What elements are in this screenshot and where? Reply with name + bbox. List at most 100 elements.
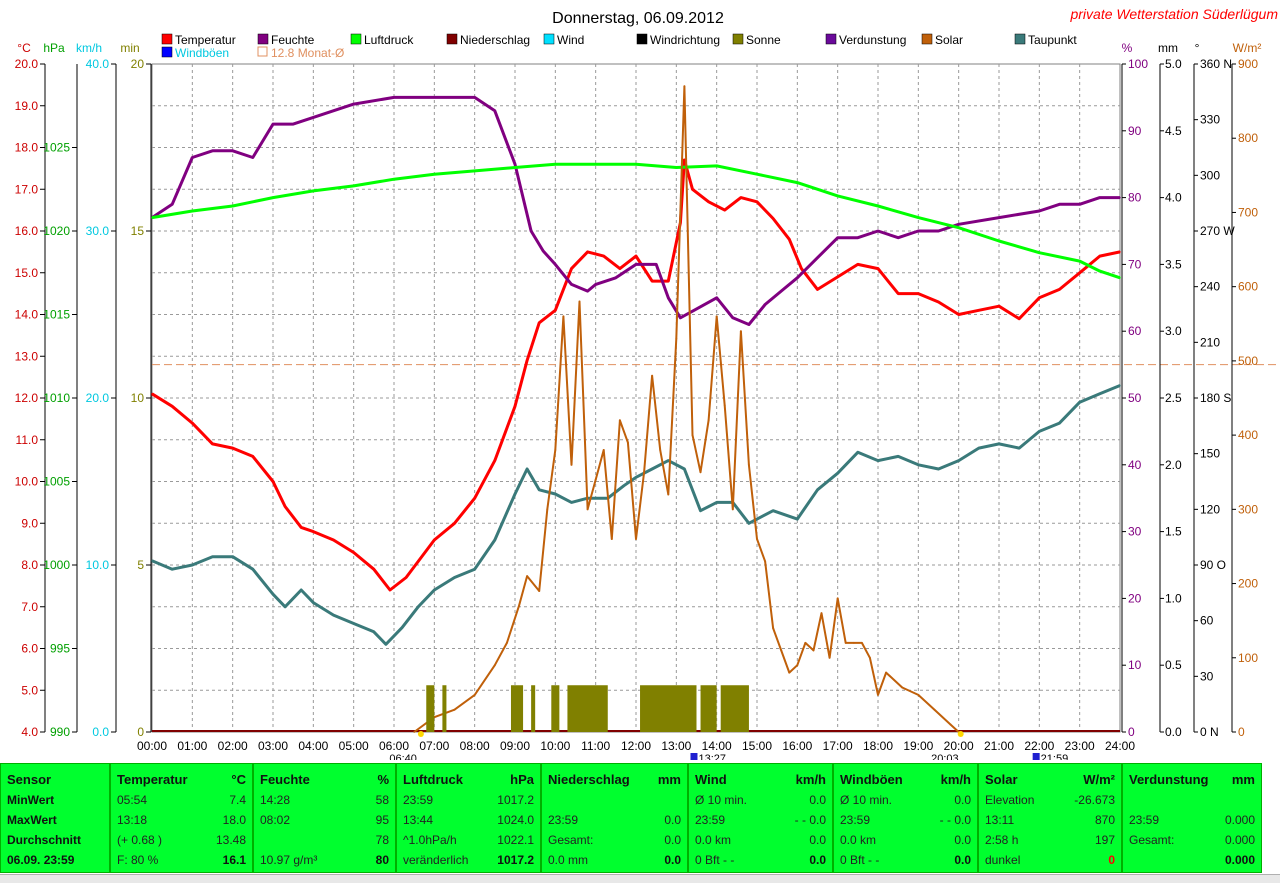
sunset-label: 20:03 xyxy=(931,753,959,760)
summary-value: mm xyxy=(1231,772,1255,787)
summary-panel-feuchte: Feuchte% 14:28 58 08:02 95 78 10.97 g/m³ 80 xyxy=(253,763,396,873)
data-point-feuchte xyxy=(1038,209,1041,212)
rain-tick-label: 2.5 xyxy=(1165,391,1182,405)
data-point-luftdruck xyxy=(1119,276,1121,279)
summary-label: Luftdruck xyxy=(403,772,463,787)
summary-value: km/h xyxy=(795,772,826,787)
summary-row: 13:11 870 xyxy=(985,810,1115,830)
summary-panel-sensor: Sensor MinWert MaxWert Durchschnitt 06.09. 2… xyxy=(0,763,110,873)
temp-tick-label: 17.0 xyxy=(15,182,39,196)
data-point-feuchte xyxy=(856,236,859,239)
wind-tick-label: 20.0 xyxy=(86,391,110,405)
x-tick-label: 01:00 xyxy=(177,739,207,753)
data-point-solar xyxy=(731,508,734,511)
data-point-solar xyxy=(852,641,855,644)
data-point-solar xyxy=(804,641,807,644)
data-point-taupunkt xyxy=(1018,447,1021,450)
summary-header: Niederschlag mm xyxy=(548,770,681,790)
legend-label-solar: Solar xyxy=(935,33,963,47)
data-point-solar xyxy=(820,612,823,615)
legend-swatch-solar xyxy=(921,33,933,45)
data-point-solar xyxy=(562,315,565,318)
direction-tick-label: 270 W xyxy=(1200,224,1235,238)
data-point-temperatur xyxy=(691,188,694,191)
status-strip xyxy=(0,874,1280,883)
rain-tick-label: 0.5 xyxy=(1165,658,1182,672)
data-point-temperatur xyxy=(526,359,529,362)
data-point-temperatur xyxy=(1098,255,1101,258)
pressure-tick-label: 1020 xyxy=(43,224,70,238)
data-point-temperatur xyxy=(211,442,214,445)
legend-label-humidity: Feuchte xyxy=(271,33,315,47)
data-point-taupunkt xyxy=(453,576,456,579)
data-point-solar xyxy=(699,471,702,474)
data-point-solar xyxy=(877,693,879,696)
humidity-tick-label: 10 xyxy=(1128,658,1142,672)
direction-tick-label: 180 S xyxy=(1200,391,1231,405)
rain-unit: mm xyxy=(1158,41,1178,55)
sun-bar xyxy=(510,685,524,732)
summary-header: Verdunstung mm xyxy=(1129,770,1255,790)
summary-label: veränderlich xyxy=(403,853,469,867)
solar-tick-label: 900 xyxy=(1238,57,1258,71)
data-point-feuchte xyxy=(715,296,718,299)
data-point-taupunkt xyxy=(284,605,287,608)
data-point-feuchte xyxy=(352,103,355,106)
summary-value: 1017.2 xyxy=(497,853,534,867)
data-point-temperatur xyxy=(493,459,496,462)
pressure-tick-label: 1005 xyxy=(43,475,70,489)
legend-swatch-humidity xyxy=(257,33,269,45)
data-point-taupunkt xyxy=(651,467,654,470)
summary-header: Sensor xyxy=(7,770,103,790)
data-point-temperatur xyxy=(272,480,274,483)
temp-tick-label: 15.0 xyxy=(15,266,39,280)
summary-row: dunkel 0 xyxy=(985,850,1115,870)
summary-row: Durchschnitt xyxy=(7,830,103,850)
data-point-taupunkt xyxy=(897,455,900,458)
summary-label: Niederschlag xyxy=(548,772,630,787)
data-point-temperatur xyxy=(618,267,621,270)
direction-tick-label: 360 N xyxy=(1200,57,1232,71)
solar-tick-label: 600 xyxy=(1238,280,1258,294)
data-point-feuchte xyxy=(554,263,557,266)
temp-tick-label: 18.0 xyxy=(15,141,39,155)
summary-label: 23:59 xyxy=(695,813,726,827)
summary-value: 0.0 xyxy=(954,793,971,807)
data-point-solar xyxy=(643,471,646,474)
x-tick-label: 17:00 xyxy=(823,739,853,753)
legend-label-dewpoint: Taupunkt xyxy=(1028,33,1077,47)
summary-label: 0.0 km xyxy=(840,833,877,847)
data-point-taupunkt xyxy=(231,555,234,558)
data-point-solar xyxy=(796,664,799,667)
data-point-temperatur xyxy=(251,455,254,458)
data-point-temperatur xyxy=(723,209,726,212)
temp-tick-label: 6.0 xyxy=(21,642,38,656)
data-point-solar xyxy=(828,656,831,659)
summary-row: 78 xyxy=(260,830,389,850)
series-line-temperatur xyxy=(151,158,1121,592)
humidity-tick-label: 90 xyxy=(1128,124,1142,138)
temp-tick-label: 5.0 xyxy=(21,683,38,697)
summary-row: 23:59 - - 0.0 xyxy=(840,810,971,830)
humidity-tick-label: 0 xyxy=(1128,725,1135,739)
rain-tick-label: 3.0 xyxy=(1165,324,1182,338)
data-point-temperatur xyxy=(231,447,234,450)
data-point-temperatur xyxy=(957,313,960,316)
sun-tick-label: 20 xyxy=(131,57,145,71)
summary-header: Temperatur °C xyxy=(117,770,246,790)
summary-panel-solar: Solar W/m² Elevation -26.673 13:11 870 2:58 h 1… xyxy=(978,763,1122,873)
humidity-tick-label: 30 xyxy=(1128,525,1142,539)
legend-swatch-rain xyxy=(446,33,458,45)
summary-label: 0 Bft - - xyxy=(695,853,735,867)
summary-label: 08:02 xyxy=(260,813,291,827)
data-point-solar xyxy=(739,330,742,333)
data-point-solar xyxy=(844,641,847,644)
data-point-solar xyxy=(860,641,863,644)
summary-row: 2:58 h 197 xyxy=(985,830,1115,850)
summary-value: 80 xyxy=(375,853,389,867)
summary-value: °C xyxy=(231,772,246,787)
data-point-solar xyxy=(933,708,936,711)
summary-label: F: 80 % xyxy=(117,853,159,867)
data-point-taupunkt xyxy=(300,589,303,592)
data-point-solar xyxy=(526,575,529,578)
